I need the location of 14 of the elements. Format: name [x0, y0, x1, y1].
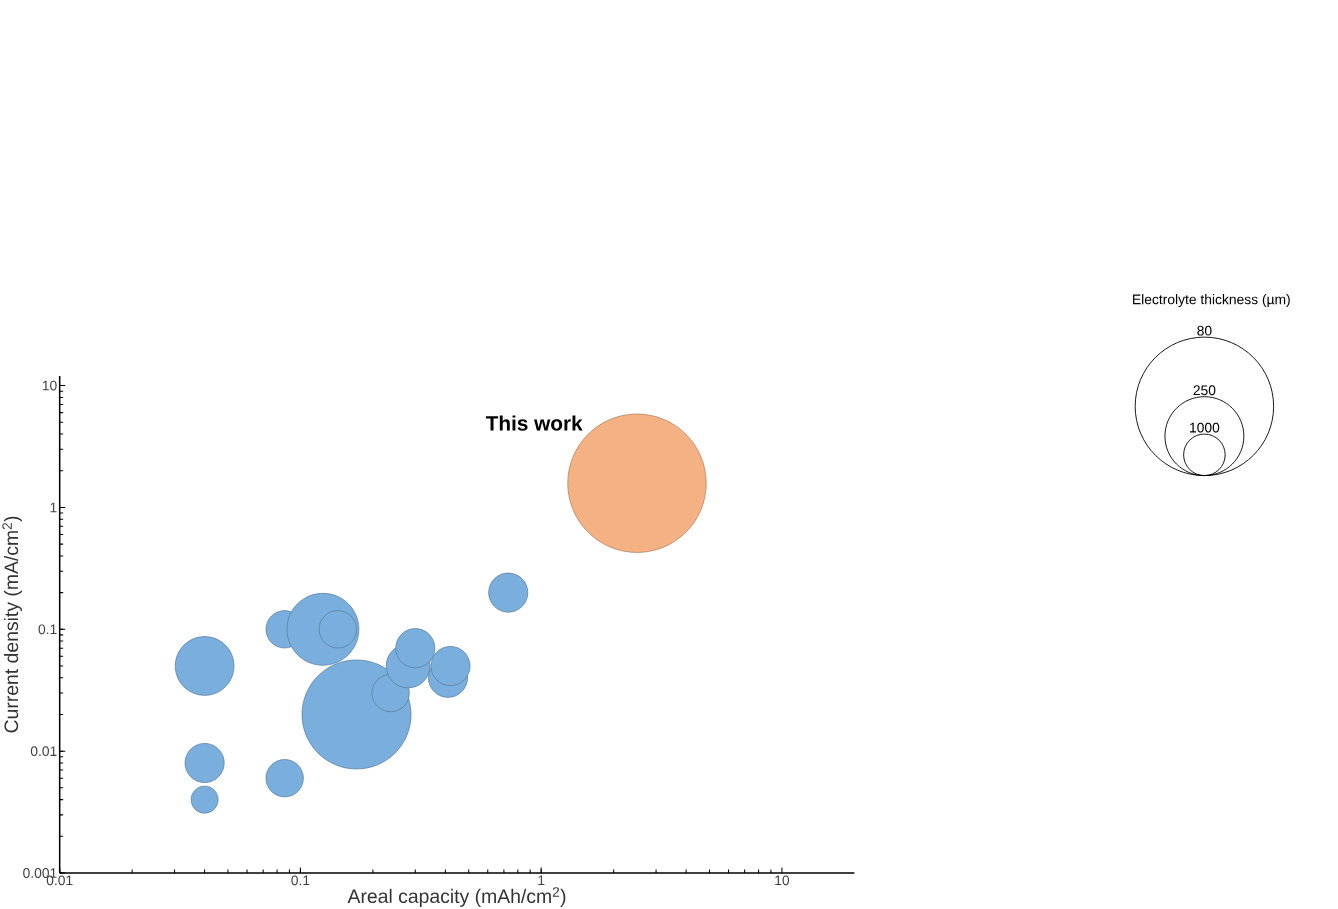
y-axis-title: Current density (mA/cm$^{2}$)	[2, 516, 23, 733]
legend-title: Electrolyte thickness (µm)	[1133, 293, 1290, 307]
text: 250	[1193, 385, 1216, 396]
x-tick-label: 1	[538, 875, 545, 885]
text: 1000	[1190, 422, 1220, 433]
y-tick-label: 0.1	[38, 624, 57, 635]
y-tick-label: 10	[42, 380, 57, 391]
series-label: This work	[485, 415, 583, 431]
x-tick-label: 10	[775, 875, 790, 886]
x-tick-label: 0.1	[291, 875, 310, 886]
text: 80	[1197, 325, 1212, 336]
y-tick-label: 1	[50, 502, 57, 513]
x-axis-title: Areal capacity (mAh/cm$^{2}$)	[347, 887, 566, 907]
y-tick-label: 0.01	[30, 746, 57, 756]
